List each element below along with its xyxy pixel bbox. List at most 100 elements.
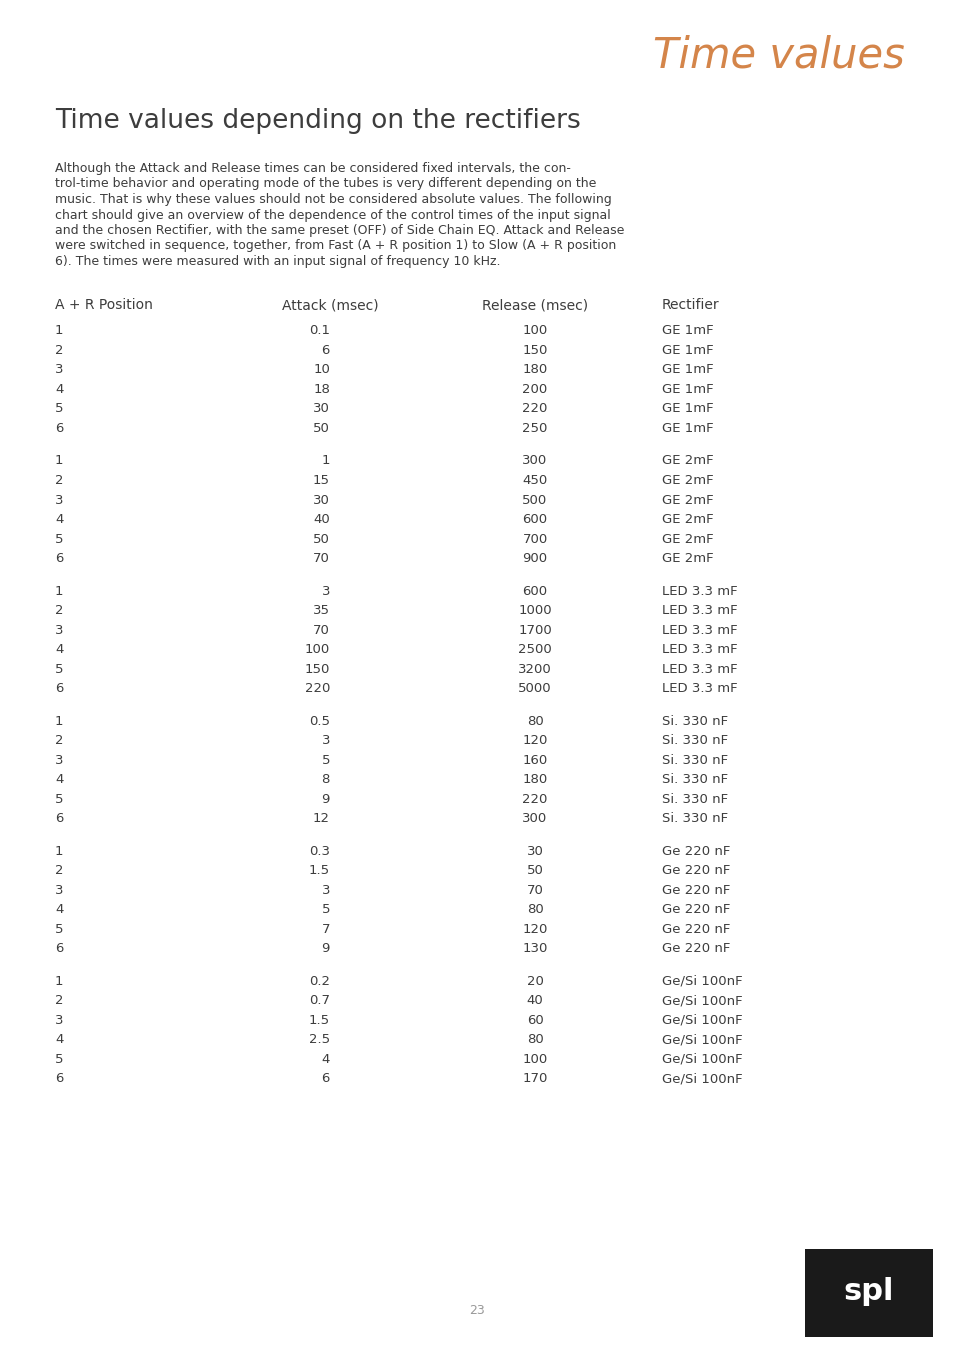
Text: GE 2mF: GE 2mF <box>661 455 713 467</box>
Text: 50: 50 <box>313 532 330 545</box>
Text: 3: 3 <box>321 734 330 747</box>
Text: 1: 1 <box>55 845 64 857</box>
Text: 2: 2 <box>55 864 64 878</box>
Text: 250: 250 <box>521 423 547 435</box>
Text: 5: 5 <box>55 792 64 806</box>
Text: Attack (msec): Attack (msec) <box>281 298 378 312</box>
Text: GE 1mF: GE 1mF <box>661 423 713 435</box>
Text: music. That is why these values should not be considered absolute values. The fo: music. That is why these values should n… <box>55 193 611 207</box>
Text: 50: 50 <box>313 423 330 435</box>
Text: Ge 220 nF: Ge 220 nF <box>661 845 730 857</box>
Text: 180: 180 <box>522 363 547 377</box>
Text: 4: 4 <box>55 513 63 526</box>
Text: 5: 5 <box>55 922 64 936</box>
Text: 3: 3 <box>321 585 330 598</box>
Text: 2: 2 <box>55 344 64 356</box>
Text: 200: 200 <box>522 383 547 396</box>
Text: 1.5: 1.5 <box>309 1014 330 1026</box>
Text: 150: 150 <box>521 344 547 356</box>
Text: 4: 4 <box>55 1033 63 1046</box>
Text: GE 2mF: GE 2mF <box>661 552 713 566</box>
Text: 5: 5 <box>55 402 64 416</box>
Text: 5000: 5000 <box>517 682 551 695</box>
Text: LED 3.3 mF: LED 3.3 mF <box>661 585 737 598</box>
Text: 5: 5 <box>55 1053 64 1065</box>
Text: 6: 6 <box>55 682 63 695</box>
Text: 23: 23 <box>469 1304 484 1316</box>
Text: 220: 220 <box>521 792 547 806</box>
Text: 3: 3 <box>55 494 64 506</box>
Text: 2.5: 2.5 <box>309 1033 330 1046</box>
Text: 6: 6 <box>55 423 63 435</box>
Text: Ge/Si 100nF: Ge/Si 100nF <box>661 1014 741 1026</box>
Text: A + R Position: A + R Position <box>55 298 152 312</box>
Text: 4: 4 <box>55 903 63 917</box>
Text: LED 3.3 mF: LED 3.3 mF <box>661 663 737 675</box>
Text: 35: 35 <box>313 603 330 617</box>
Text: 70: 70 <box>526 883 543 896</box>
Text: 1: 1 <box>55 585 64 598</box>
Text: 100: 100 <box>522 324 547 338</box>
Text: GE 1mF: GE 1mF <box>661 363 713 377</box>
Text: GE 2mF: GE 2mF <box>661 494 713 506</box>
Text: LED 3.3 mF: LED 3.3 mF <box>661 682 737 695</box>
Text: Si. 330 nF: Si. 330 nF <box>661 811 727 825</box>
Text: Ge/Si 100nF: Ge/Si 100nF <box>661 1053 741 1065</box>
Text: 2: 2 <box>55 474 64 487</box>
Text: Ge 220 nF: Ge 220 nF <box>661 883 730 896</box>
Text: 1: 1 <box>321 455 330 467</box>
Text: 1.5: 1.5 <box>309 864 330 878</box>
Text: Ge 220 nF: Ge 220 nF <box>661 903 730 917</box>
Text: 100: 100 <box>304 643 330 656</box>
Text: 130: 130 <box>521 942 547 954</box>
Text: GE 2mF: GE 2mF <box>661 513 713 526</box>
Text: 3: 3 <box>55 753 64 767</box>
Text: LED 3.3 mF: LED 3.3 mF <box>661 624 737 636</box>
Text: Si. 330 nF: Si. 330 nF <box>661 734 727 747</box>
Text: 8: 8 <box>321 774 330 786</box>
Text: 0.2: 0.2 <box>309 975 330 987</box>
Text: Although the Attack and Release times can be considered fixed intervals, the con: Although the Attack and Release times ca… <box>55 162 570 176</box>
Text: 1: 1 <box>55 455 64 467</box>
Text: LED 3.3 mF: LED 3.3 mF <box>661 603 737 617</box>
Text: Ge/Si 100nF: Ge/Si 100nF <box>661 1033 741 1046</box>
Text: chart should give an overview of the dependence of the control times of the inpu: chart should give an overview of the dep… <box>55 208 610 221</box>
Text: 2: 2 <box>55 994 64 1007</box>
Text: Ge/Si 100nF: Ge/Si 100nF <box>661 1072 741 1085</box>
Text: 1: 1 <box>55 714 64 728</box>
Text: 6: 6 <box>55 942 63 954</box>
Text: 3: 3 <box>55 624 64 636</box>
Text: 500: 500 <box>522 494 547 506</box>
Text: 18: 18 <box>313 383 330 396</box>
Text: 10: 10 <box>313 363 330 377</box>
Text: LED 3.3 mF: LED 3.3 mF <box>661 643 737 656</box>
Text: 80: 80 <box>526 1033 543 1046</box>
Text: 40: 40 <box>526 994 543 1007</box>
Text: Ge 220 nF: Ge 220 nF <box>661 864 730 878</box>
Text: GE 2mF: GE 2mF <box>661 474 713 487</box>
Text: 700: 700 <box>522 532 547 545</box>
Text: 600: 600 <box>522 513 547 526</box>
Text: Si. 330 nF: Si. 330 nF <box>661 753 727 767</box>
Text: Rectifier: Rectifier <box>661 298 719 312</box>
Text: 5: 5 <box>321 753 330 767</box>
Text: Ge/Si 100nF: Ge/Si 100nF <box>661 994 741 1007</box>
Text: 50: 50 <box>526 864 543 878</box>
Text: GE 1mF: GE 1mF <box>661 344 713 356</box>
Text: 5: 5 <box>321 903 330 917</box>
Text: Si. 330 nF: Si. 330 nF <box>661 714 727 728</box>
Text: 6: 6 <box>321 1072 330 1085</box>
Text: 3: 3 <box>55 363 64 377</box>
Text: 0.3: 0.3 <box>309 845 330 857</box>
Text: 5: 5 <box>55 532 64 545</box>
Text: Ge 220 nF: Ge 220 nF <box>661 942 730 954</box>
Text: 150: 150 <box>304 663 330 675</box>
Text: spl: spl <box>842 1277 893 1305</box>
Text: 3: 3 <box>55 883 64 896</box>
Text: 900: 900 <box>522 552 547 566</box>
Text: 6: 6 <box>55 552 63 566</box>
Text: 2: 2 <box>55 603 64 617</box>
Text: Time values: Time values <box>653 35 904 77</box>
Text: 80: 80 <box>526 714 543 728</box>
Text: 600: 600 <box>522 585 547 598</box>
